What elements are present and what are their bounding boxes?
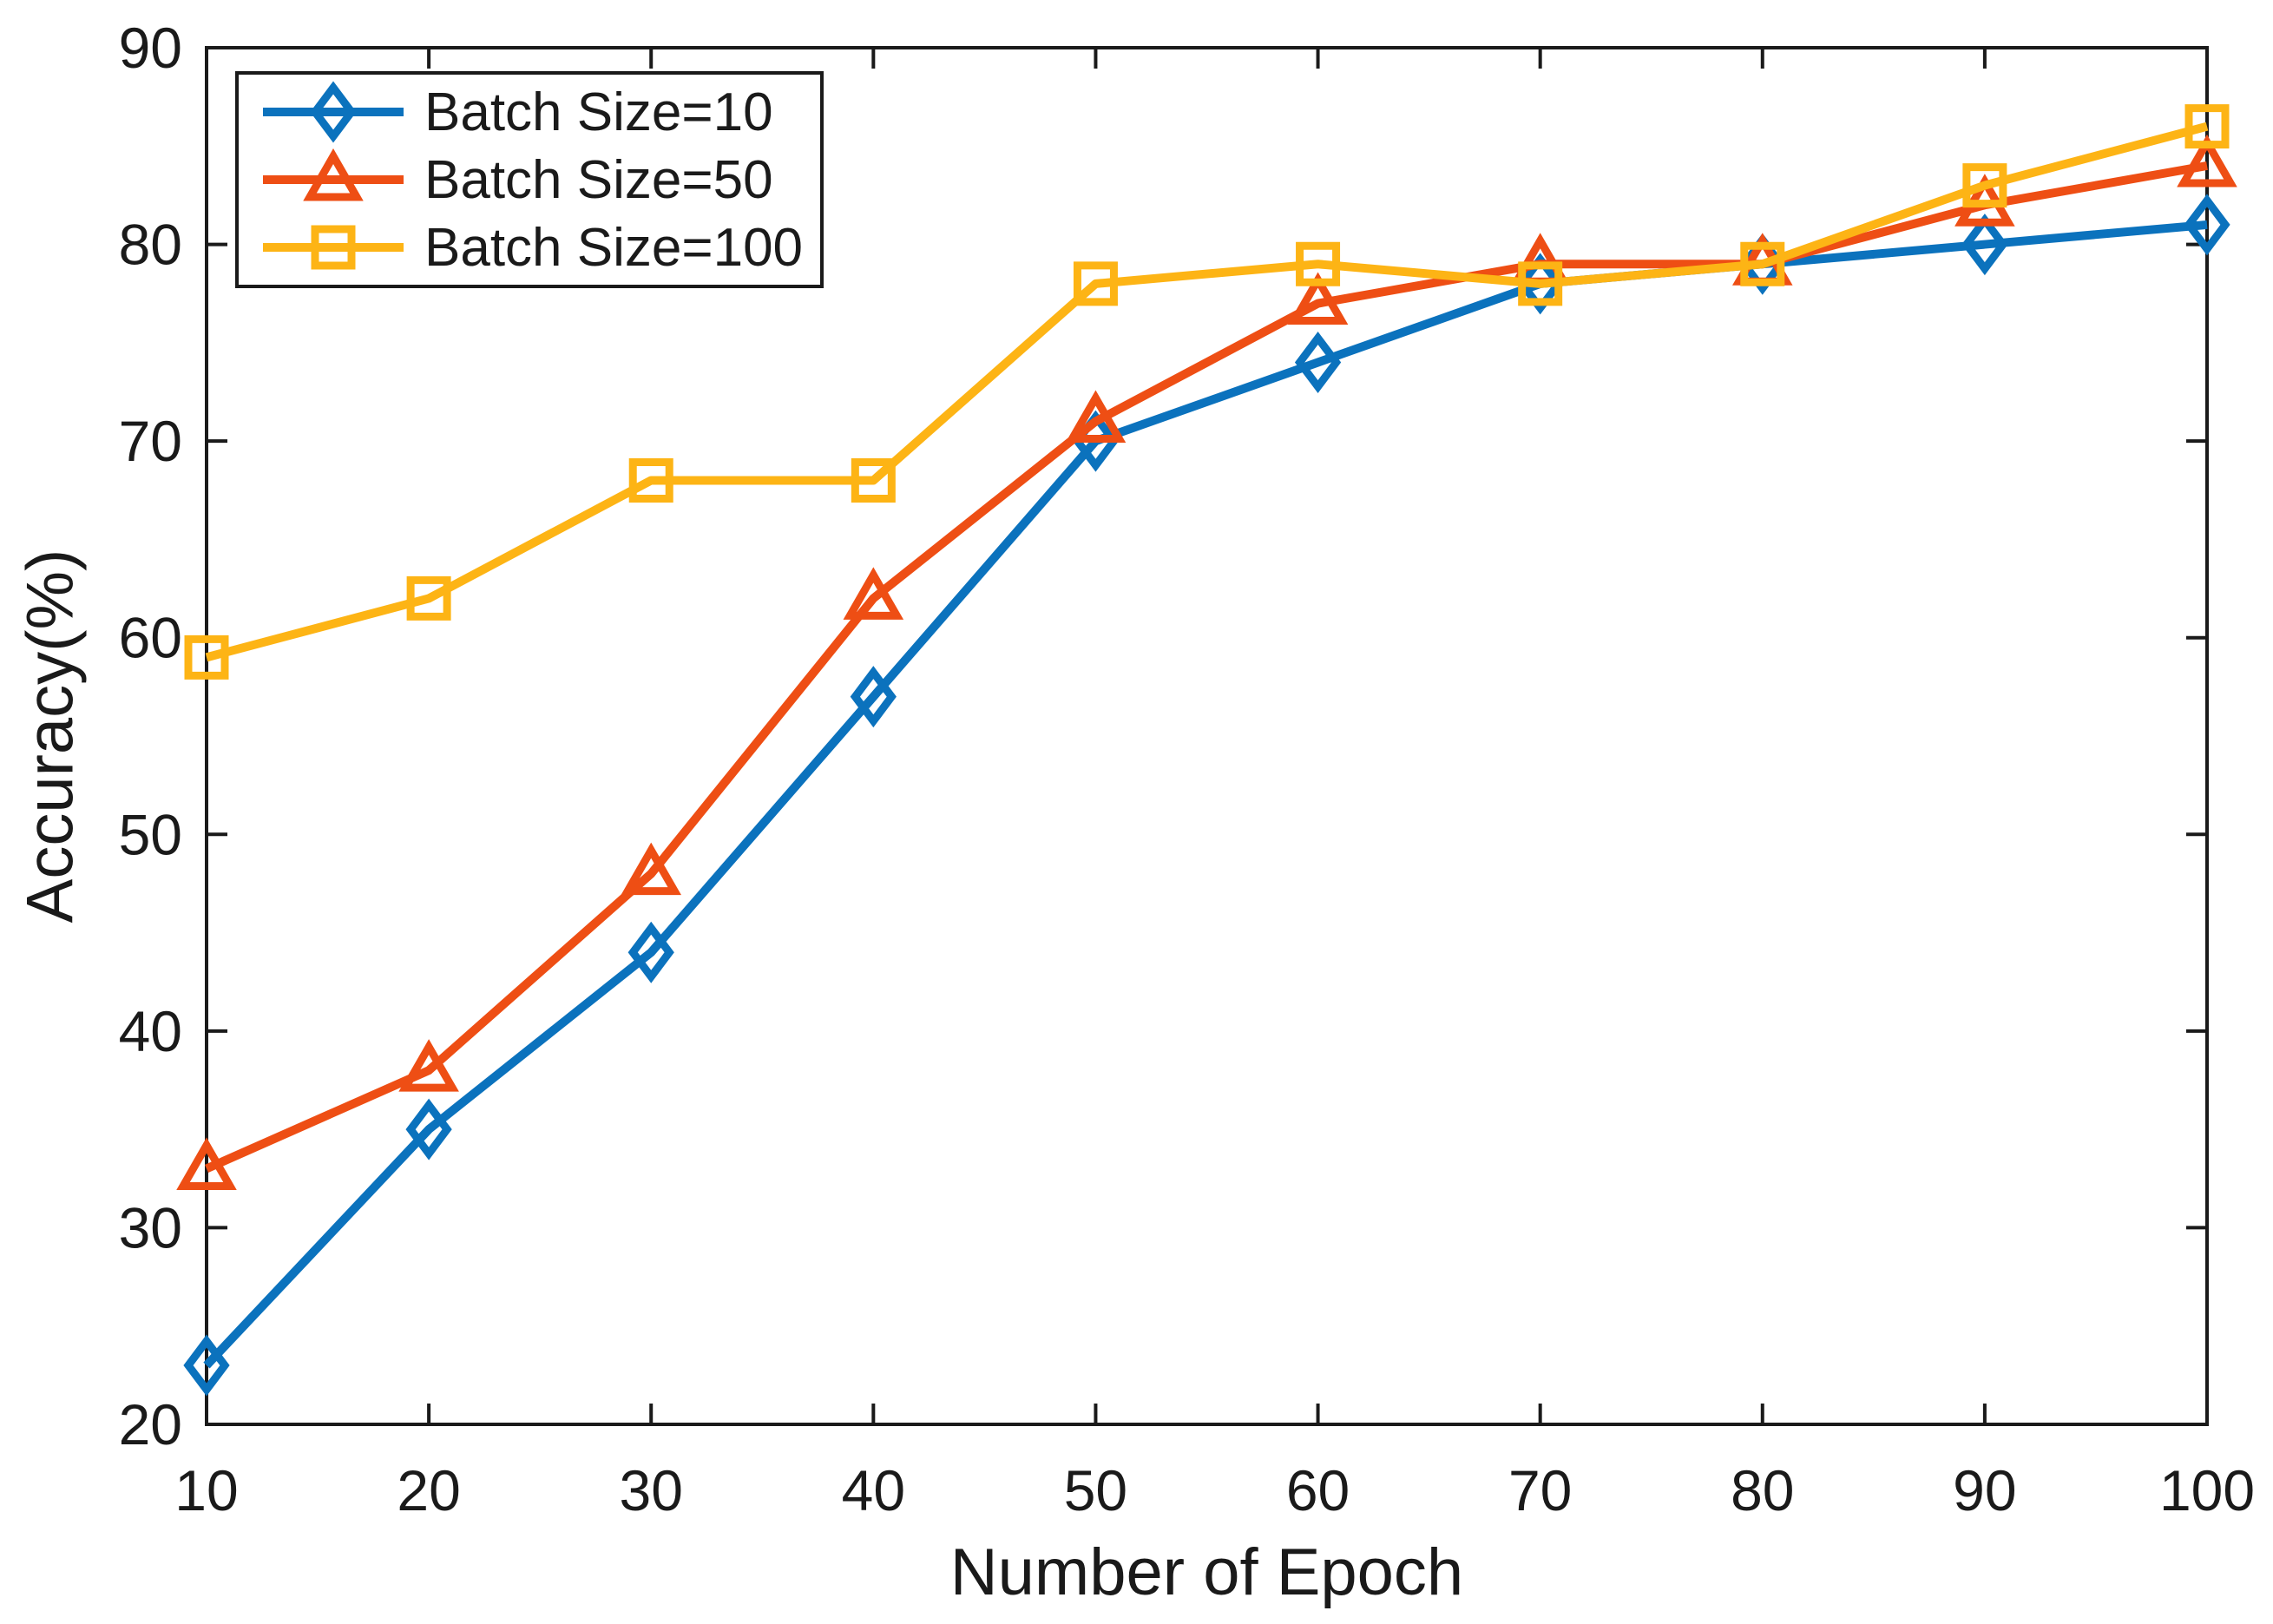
- y-tick-label: 60: [119, 606, 182, 670]
- legend-swatch-square-icon: [263, 225, 404, 270]
- y-tick-label: 30: [119, 1195, 182, 1259]
- y-tick-label: 70: [119, 409, 182, 473]
- x-tick-label: 100: [2159, 1458, 2255, 1522]
- x-tick-label: 20: [397, 1458, 460, 1522]
- legend-swatch-diamond-icon: [263, 81, 404, 143]
- series-marker-batch-size-10: [405, 1098, 452, 1160]
- x-tick-label: 30: [620, 1458, 683, 1522]
- legend-row-batch-size-50: Batch Size=50: [239, 148, 820, 211]
- series-line-batch-size-100: [205, 122, 2209, 662]
- series-marker-batch-size-100: [2184, 104, 2230, 149]
- legend: Batch Size=10 Batch Size=50 Batch Size=100: [235, 71, 824, 288]
- series-marker-batch-size-10: [2184, 194, 2230, 256]
- x-tick-label: 70: [1508, 1458, 1572, 1522]
- series-marker-batch-size-100: [1740, 241, 1785, 286]
- legend-swatch-triangle-icon: [263, 148, 404, 201]
- series-marker-batch-size-10: [183, 1334, 230, 1397]
- x-tick-label: 80: [1731, 1458, 1794, 1522]
- y-tick-label: 50: [119, 802, 182, 866]
- series-marker-batch-size-50: [843, 567, 904, 620]
- x-tick-label: 10: [174, 1458, 238, 1522]
- series-marker-batch-size-100: [851, 457, 896, 503]
- y-tick-label: 40: [119, 999, 182, 1063]
- series-marker-batch-size-10: [1517, 253, 1564, 315]
- series-marker-batch-size-100: [1962, 163, 2007, 208]
- series-marker-batch-size-100: [1073, 261, 1118, 306]
- series-marker-batch-size-50: [621, 842, 681, 896]
- y-tick-label: 80: [119, 213, 182, 277]
- legend-row-batch-size-10: Batch Size=10: [239, 81, 820, 143]
- series-marker-batch-size-10: [850, 666, 897, 728]
- axes-box: [205, 46, 2209, 1426]
- legend-label: Batch Size=50: [424, 149, 773, 210]
- series-marker-batch-size-50: [398, 1039, 459, 1092]
- x-tick-label: 60: [1286, 1458, 1350, 1522]
- series-marker-batch-size-100: [628, 457, 673, 503]
- x-tick-label: 50: [1064, 1458, 1127, 1522]
- series-marker-batch-size-50: [176, 1137, 237, 1190]
- series-marker-batch-size-10: [627, 921, 674, 983]
- series-marker-batch-size-10: [1961, 214, 2008, 276]
- y-tick-label: 20: [119, 1392, 182, 1456]
- series-marker-batch-size-100: [184, 634, 229, 680]
- legend-row-batch-size-100: Batch Size=100: [239, 216, 820, 279]
- series-marker-batch-size-50: [1287, 272, 1349, 325]
- x-tick-label: 90: [1953, 1458, 2016, 1522]
- y-tick-label: 90: [119, 16, 182, 80]
- x-axis-title: Number of Epoch: [949, 1535, 1464, 1609]
- series-marker-batch-size-50: [2177, 134, 2237, 187]
- series-marker-batch-size-100: [1518, 261, 1563, 306]
- series-marker-batch-size-100: [1296, 241, 1341, 286]
- legend-label: Batch Size=100: [424, 217, 804, 278]
- x-tick-label: 40: [842, 1458, 905, 1522]
- legend-label: Batch Size=10: [424, 82, 773, 142]
- series-line-batch-size-50: [204, 161, 2208, 1174]
- series-marker-batch-size-100: [406, 575, 451, 621]
- series-line-batch-size-10: [203, 220, 2208, 1369]
- series-marker-batch-size-50: [1065, 390, 1127, 443]
- y-axis-title: Accuracy(%): [13, 549, 88, 924]
- series-marker-batch-size-10: [1294, 332, 1342, 394]
